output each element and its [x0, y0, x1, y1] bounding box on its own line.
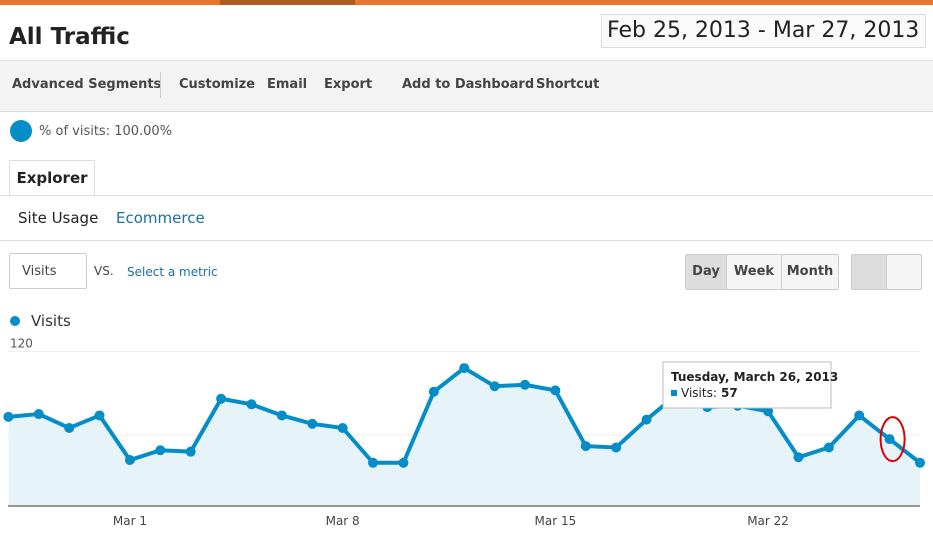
tooltip: [662, 361, 832, 409]
divider: [0, 240, 933, 241]
divider: [0, 195, 933, 196]
month-button[interactable]: Month: [781, 254, 839, 290]
motion-view-button[interactable]: [886, 254, 922, 290]
point: [611, 442, 622, 453]
point: [763, 406, 774, 417]
point: [307, 418, 318, 429]
tooltip-label: Visits:: [681, 386, 717, 400]
tooltip-marker: [671, 390, 677, 396]
x-tick-label: Mar 1: [113, 514, 147, 528]
tooltip-value: 57: [721, 386, 738, 400]
point: [368, 457, 379, 468]
x-tick-label: Mar 8: [326, 514, 360, 528]
point: [854, 410, 865, 421]
page-title: All Traffic: [9, 24, 130, 50]
point: [94, 410, 105, 421]
toolbar-item[interactable]: Customize: [179, 77, 256, 92]
toolbar-item[interactable]: Email: [267, 77, 308, 92]
subtab[interactable]: Site Usage: [18, 209, 99, 227]
top-bar: [0, 0, 933, 5]
top-tab: [220, 0, 355, 5]
segment-icon: [10, 120, 32, 142]
point: [519, 379, 530, 390]
toolbar: [0, 60, 933, 112]
toolbar-item[interactable]: Advanced Segments: [12, 77, 162, 92]
point: [823, 442, 834, 453]
point: [641, 414, 652, 425]
point: [915, 457, 925, 468]
point: [155, 445, 166, 456]
x-tick-label: Mar 15: [534, 514, 576, 528]
point: [276, 410, 287, 421]
divider: [160, 72, 161, 98]
vs-label: VS.: [94, 264, 114, 278]
tab[interactable]: Explorer: [9, 160, 95, 197]
metric-link[interactable]: Select a metric: [127, 265, 218, 279]
date-range[interactable]: Feb 25, 2013 - Mar 27, 2013: [601, 14, 926, 48]
point: [337, 422, 348, 433]
point: [580, 441, 591, 452]
segment-label: % of visits: 100.00%: [39, 124, 173, 139]
point: [459, 363, 470, 374]
point: [489, 381, 500, 392]
week-button[interactable]: Week: [726, 254, 782, 290]
line-view-button[interactable]: [851, 254, 887, 290]
metric-select[interactable]: Visits: [9, 253, 87, 289]
x-tick-label: Mar 22: [747, 514, 789, 528]
point: [185, 446, 196, 457]
point: [428, 386, 439, 397]
point: [3, 411, 14, 422]
toolbar-item[interactable]: Export: [324, 77, 373, 92]
subtab[interactable]: Ecommerce: [116, 209, 205, 227]
day-button[interactable]: Day: [685, 254, 727, 290]
toolbar-item[interactable]: Add to Dashboard: [402, 77, 535, 92]
point: [398, 457, 409, 468]
point: [216, 393, 227, 404]
y-tick-label: 120: [10, 336, 33, 350]
point: [793, 452, 804, 463]
tooltip-date: Tuesday, March 26, 2013: [671, 370, 838, 384]
point: [33, 409, 44, 420]
annotation-circle: [879, 416, 906, 463]
point: [64, 422, 75, 433]
point: [884, 434, 895, 445]
toolbar-item[interactable]: Shortcut: [536, 77, 600, 92]
legend-marker: [10, 316, 20, 326]
point: [550, 385, 561, 396]
legend-label: Visits: [31, 312, 71, 330]
point: [246, 399, 257, 410]
point: [124, 455, 135, 466]
